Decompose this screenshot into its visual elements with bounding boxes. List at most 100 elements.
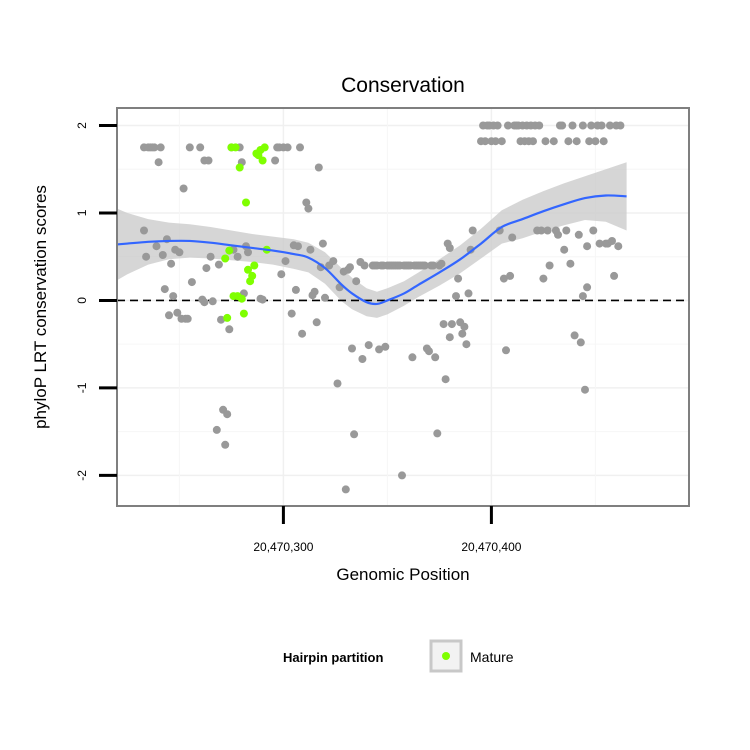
plot-panel-border — [116, 107, 690, 507]
data-point — [554, 230, 562, 239]
data-point — [433, 429, 442, 438]
data-point — [508, 233, 517, 242]
data-point — [597, 121, 606, 130]
data-point — [196, 143, 205, 152]
data-point — [499, 274, 508, 283]
data-point — [298, 329, 307, 338]
data-point — [570, 331, 579, 340]
data-point — [381, 342, 390, 351]
data-point — [458, 329, 467, 338]
data-point — [606, 121, 614, 130]
x-tick-label: 20,470,400 — [461, 540, 521, 554]
data-point — [578, 121, 587, 130]
data-point — [572, 137, 581, 146]
data-point — [564, 137, 573, 146]
data-point — [431, 353, 440, 362]
data-point — [158, 251, 167, 259]
data-point — [504, 121, 512, 130]
x-tick-label: 20,470,300 — [253, 540, 313, 554]
y-tick-label: 1 — [75, 209, 89, 216]
data-point — [587, 121, 596, 130]
data-point — [150, 143, 159, 152]
data-point-mature — [225, 246, 234, 255]
data-point — [454, 274, 463, 283]
data-point — [258, 295, 267, 304]
data-point — [574, 230, 583, 239]
data-point — [208, 297, 217, 306]
data-point — [581, 385, 589, 394]
data-point — [408, 353, 417, 362]
data-point — [321, 293, 329, 302]
data-point — [183, 314, 192, 323]
data-point-mature — [235, 163, 244, 172]
data-point — [375, 345, 384, 354]
data-point — [202, 264, 211, 273]
data-point-mature — [258, 156, 267, 165]
data-point — [425, 347, 433, 356]
data-point — [535, 121, 544, 130]
data-point — [312, 318, 321, 327]
data-point-mature — [239, 309, 248, 318]
data-point — [445, 244, 454, 252]
data-point-mature — [221, 254, 230, 263]
data-point — [466, 245, 475, 254]
data-point — [291, 285, 300, 294]
data-point — [212, 425, 221, 434]
data-point — [460, 322, 469, 331]
data-point — [562, 226, 571, 235]
data-point — [506, 271, 515, 280]
data-point — [281, 257, 290, 266]
data-point — [358, 355, 367, 363]
data-point — [583, 242, 592, 251]
data-point-mature — [237, 294, 246, 303]
data-point — [244, 248, 252, 257]
data-point — [160, 285, 169, 294]
data-points — [140, 121, 625, 494]
data-point — [302, 198, 311, 207]
y-tick-label: -1 — [75, 382, 89, 393]
data-point-mature — [223, 313, 232, 322]
data-point — [271, 156, 280, 165]
plot-panel-background — [117, 108, 689, 506]
data-point — [346, 263, 354, 272]
data-point — [173, 308, 182, 317]
data-point — [462, 340, 471, 349]
data-point — [156, 143, 165, 152]
data-point — [296, 143, 304, 152]
data-point — [217, 315, 225, 324]
data-point — [154, 158, 163, 167]
data-point — [364, 341, 373, 350]
data-point — [560, 245, 569, 254]
y-tick-label: 2 — [75, 122, 89, 129]
data-point — [545, 261, 554, 270]
data-point-mature — [242, 198, 250, 207]
legend: Hairpin partition Mature — [283, 639, 514, 673]
data-point — [179, 184, 188, 193]
data-point — [165, 311, 173, 320]
y-axis-ticks: -2 -1 0 1 2 — [75, 122, 117, 481]
x-axis-title: Genomic Position — [336, 565, 469, 584]
data-point — [348, 344, 356, 353]
data-point — [314, 163, 323, 172]
data-point — [491, 137, 500, 146]
data-point — [360, 261, 369, 270]
data-point — [352, 277, 361, 286]
data-point — [200, 298, 209, 307]
data-point — [591, 137, 600, 146]
data-point-mature — [260, 143, 269, 152]
data-point — [502, 346, 510, 355]
smooth-fit-line — [116, 194, 627, 306]
x-axis-ticks: 20,470,300 20,470,400 — [253, 506, 522, 554]
data-point — [589, 226, 598, 235]
data-point — [464, 289, 473, 298]
data-point-mature — [231, 143, 240, 152]
data-point — [283, 143, 292, 152]
data-point — [447, 320, 456, 329]
data-point — [187, 278, 196, 287]
data-point — [429, 261, 438, 270]
data-point — [608, 237, 616, 245]
confidence-ribbon — [117, 162, 627, 318]
data-point — [204, 156, 213, 165]
legend-title: Hairpin partition — [283, 650, 383, 665]
